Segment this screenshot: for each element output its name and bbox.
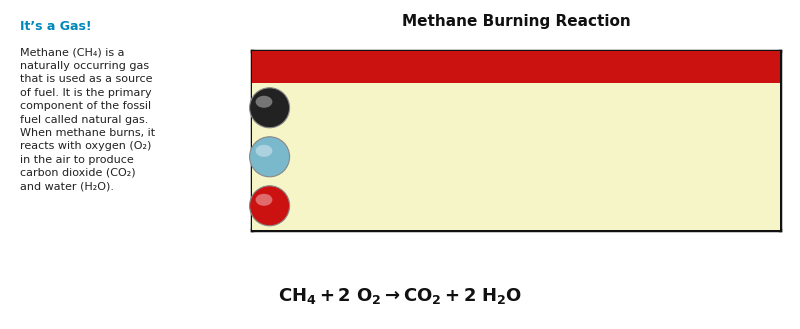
Text: Enter text.: Enter text.	[394, 103, 460, 113]
Text: Oxygen: Oxygen	[297, 199, 345, 212]
Text: Enter text.: Enter text.	[601, 103, 666, 113]
Text: /: /	[772, 167, 775, 177]
Text: Methane Burning Reaction: Methane Burning Reaction	[402, 14, 630, 29]
Text: Enter text.: Enter text.	[601, 201, 660, 211]
Text: /: /	[772, 216, 775, 226]
Text: Number of Atoms Before
Reaction: Number of Atoms Before Reaction	[403, 56, 539, 78]
Text: /: /	[566, 118, 570, 128]
Text: 7.: 7.	[582, 103, 594, 113]
Text: Number of Atoms After
Reaction: Number of Atoms After Reaction	[614, 56, 741, 78]
Text: /: /	[772, 118, 775, 128]
Text: 9.: 9.	[582, 152, 594, 162]
Text: /: /	[566, 216, 570, 226]
Text: Enter text.: Enter text.	[394, 201, 456, 211]
Text: Element: Element	[287, 62, 333, 72]
Text: H: H	[266, 152, 273, 161]
Text: It’s a Gas!: It’s a Gas!	[20, 20, 92, 33]
Text: 8.: 8.	[376, 152, 388, 162]
Text: Methane (CH₄) is a
naturally occurring gas
that is used as a source
of fuel. It : Methane (CH₄) is a naturally occurring g…	[20, 48, 155, 191]
Text: /: /	[566, 167, 570, 177]
Text: Hydrogen: Hydrogen	[297, 150, 358, 163]
Text: Carbon: Carbon	[297, 101, 342, 114]
Text: $\mathbf{CH_4 + 2\ O_2 \rightarrow CO_2 + 2\ H_2O}$: $\mathbf{CH_4 + 2\ O_2 \rightarrow CO_2 …	[278, 286, 522, 306]
Text: 11.: 11.	[582, 201, 602, 211]
Text: 10.: 10.	[376, 201, 396, 211]
Text: 6.: 6.	[376, 103, 388, 113]
Text: O: O	[266, 201, 273, 210]
Text: C: C	[266, 103, 273, 112]
Text: Enter text.: Enter text.	[601, 152, 666, 162]
Text: Enter text.: Enter text.	[394, 152, 460, 162]
